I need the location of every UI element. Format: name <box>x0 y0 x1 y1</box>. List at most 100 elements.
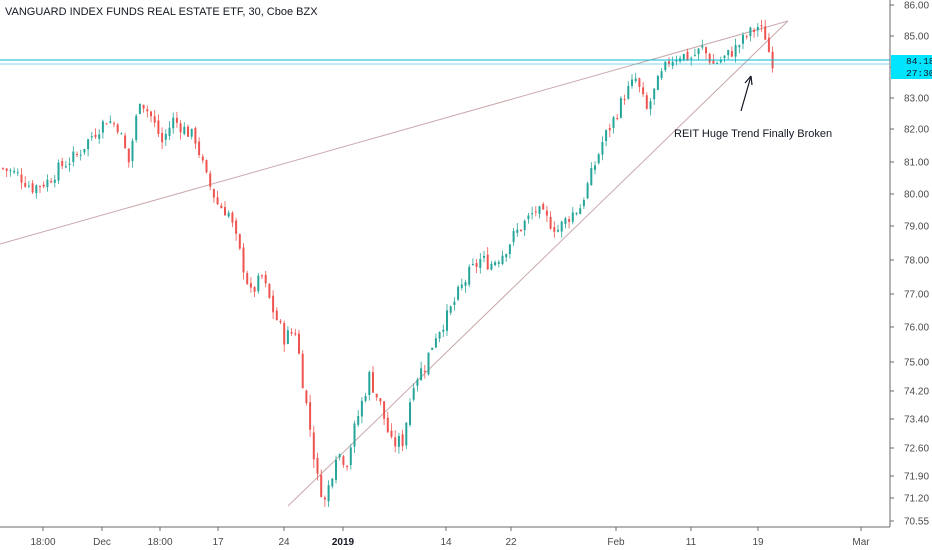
candle <box>127 148 130 168</box>
candle <box>464 279 467 293</box>
candle <box>686 48 689 62</box>
candle <box>490 261 493 271</box>
candle <box>479 253 482 274</box>
candle <box>79 149 82 161</box>
candle <box>745 34 748 40</box>
candle <box>634 72 637 84</box>
price-tick-label: 71.20 <box>904 494 929 505</box>
candle <box>113 121 115 128</box>
candle <box>235 217 238 241</box>
candle <box>298 329 300 355</box>
candle <box>586 181 589 200</box>
time-tick-label: 18:00 <box>147 537 172 548</box>
candle <box>198 137 201 158</box>
candle <box>161 127 164 149</box>
price-tick-label: 72.60 <box>904 444 929 455</box>
candle <box>468 264 471 288</box>
candle <box>742 32 744 50</box>
time-tick-label: 18:00 <box>30 537 55 548</box>
candle <box>131 138 134 168</box>
annotation-arrow-head <box>744 75 753 86</box>
candle <box>520 229 522 232</box>
candle <box>564 216 567 229</box>
candle <box>523 219 526 237</box>
candle <box>172 112 175 134</box>
candle <box>727 49 730 60</box>
candle <box>94 128 97 139</box>
candle <box>50 177 53 184</box>
candle <box>608 123 611 138</box>
candle <box>39 185 41 194</box>
candle <box>157 114 160 138</box>
candle <box>594 161 596 175</box>
candle <box>87 138 90 157</box>
candle <box>283 320 286 353</box>
candle <box>309 394 312 437</box>
candle <box>383 401 386 425</box>
candle <box>257 273 260 294</box>
candle <box>612 115 615 134</box>
candle <box>279 319 282 325</box>
price-tick-label: 73.40 <box>904 415 929 426</box>
candle <box>708 52 711 65</box>
last-price-value: 84.18 <box>906 56 932 67</box>
candle <box>116 123 119 135</box>
candle <box>216 190 219 205</box>
candle <box>224 201 226 216</box>
candle <box>494 260 497 267</box>
candle <box>261 274 263 280</box>
candle <box>527 212 530 224</box>
price-axis[interactable]: 86.0085.0084.0083.0082.0081.0080.0079.00… <box>889 0 929 528</box>
candle <box>294 328 297 337</box>
candle <box>460 278 463 291</box>
candle <box>597 153 600 165</box>
candle <box>346 464 349 471</box>
candle <box>764 19 767 40</box>
candle <box>656 75 659 91</box>
candle <box>649 98 652 116</box>
candle <box>538 205 541 219</box>
candle <box>53 174 56 188</box>
countdown-badge <box>891 67 932 79</box>
candle <box>434 333 437 349</box>
candle <box>394 430 397 453</box>
candle <box>286 326 289 345</box>
candle <box>442 324 445 338</box>
price-tick-label: 82.00 <box>904 125 929 136</box>
candle <box>187 124 189 137</box>
time-tick-label: 19 <box>752 537 764 548</box>
candle <box>98 129 101 144</box>
trendline[interactable] <box>0 20 789 245</box>
candle <box>101 119 104 139</box>
candles <box>2 19 774 507</box>
price-tick-label: 86.00 <box>904 1 929 12</box>
candle <box>138 103 141 115</box>
candle <box>61 157 64 170</box>
price-tick-label: 78.00 <box>904 256 929 267</box>
candle <box>209 170 212 191</box>
candle <box>27 180 30 189</box>
time-axis[interactable]: 18:00 Dec 18:00 17 24 2019 14 22 Feb 11 19 Mar <box>0 526 890 548</box>
candle <box>508 243 511 259</box>
candle <box>357 410 360 427</box>
price-tick-label: 75.00 <box>904 358 929 369</box>
candle <box>730 46 733 58</box>
countdown-value: 27:30 <box>906 68 932 79</box>
candle <box>753 28 756 38</box>
candle <box>68 157 71 172</box>
last-price-badge <box>891 55 932 67</box>
annotation-text: REIT Huge Trend Finally Broken <box>674 128 832 140</box>
price-tick-label: 71.90 <box>904 472 929 483</box>
candle <box>323 495 326 507</box>
candle <box>327 480 330 507</box>
trendlines <box>0 20 789 507</box>
candle <box>153 110 156 128</box>
candle <box>238 233 241 251</box>
candle <box>379 398 382 406</box>
candle <box>438 331 441 343</box>
trendline[interactable] <box>287 20 789 507</box>
candle <box>642 81 645 98</box>
candle <box>405 422 408 450</box>
